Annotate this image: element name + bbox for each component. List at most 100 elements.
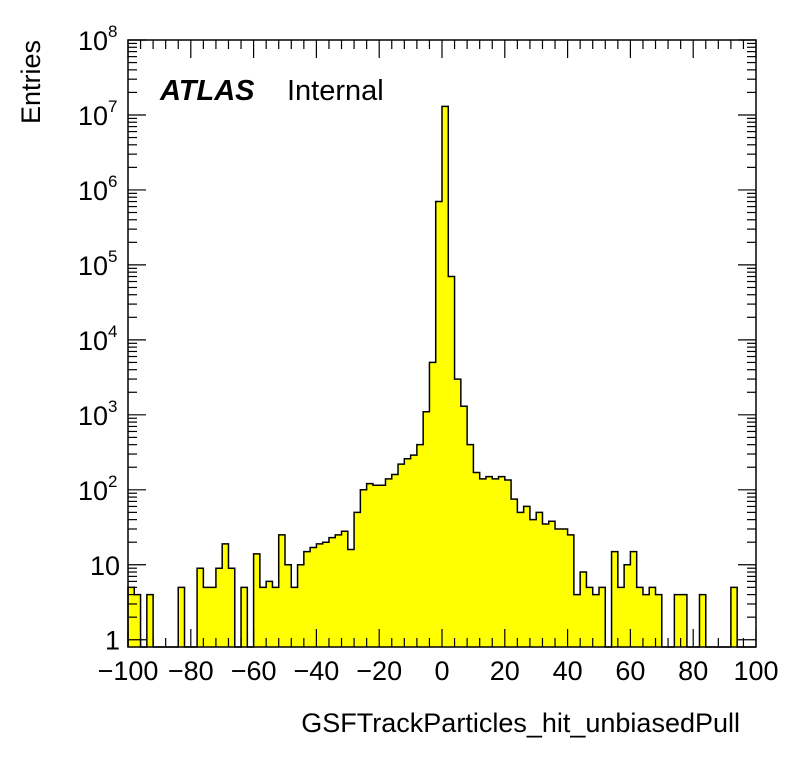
histogram-bin xyxy=(586,587,594,647)
histogram-bin xyxy=(448,276,455,647)
y-tick-label: 105 xyxy=(78,247,118,281)
histogram-bin xyxy=(372,485,380,647)
histogram-bin xyxy=(599,587,606,647)
histogram-bin xyxy=(429,362,437,647)
histogram-bin xyxy=(548,521,556,647)
x-axis-label: GSFTrackParticles_hit_unbiasedPull xyxy=(301,708,740,738)
histogram-bin xyxy=(617,587,625,647)
y-axis-label: Entries xyxy=(16,40,46,124)
histogram-bin xyxy=(636,587,644,647)
histogram-bin xyxy=(209,587,217,647)
histogram-bin xyxy=(228,568,236,647)
histogram-bin xyxy=(297,564,305,647)
histogram-bin xyxy=(391,474,399,647)
histogram-bin xyxy=(360,489,367,647)
histogram-bin xyxy=(303,551,311,647)
histogram-bin xyxy=(266,581,273,647)
histogram-bin xyxy=(555,528,562,647)
histogram-bin xyxy=(197,568,204,647)
x-tick-label: 20 xyxy=(490,656,520,686)
histogram-bin xyxy=(310,547,317,647)
histogram-bin xyxy=(624,564,631,647)
plot-frame xyxy=(127,39,757,648)
histogram-bin xyxy=(485,476,493,647)
histogram-bin xyxy=(328,537,336,647)
histogram-bin xyxy=(278,534,286,647)
histogram-bin xyxy=(442,106,449,647)
histogram-bin xyxy=(504,480,512,647)
histogram-bin xyxy=(222,543,229,647)
histogram-bin xyxy=(416,444,424,647)
histogram-bin xyxy=(642,594,650,647)
histogram-bin xyxy=(347,549,355,647)
histogram-bin xyxy=(366,483,374,647)
y-tick-label: 106 xyxy=(78,172,118,206)
histogram-bin xyxy=(291,587,298,647)
histogram-bin xyxy=(272,587,280,647)
histogram-bin xyxy=(567,534,575,647)
histogram-bin xyxy=(649,587,656,647)
histogram-bin xyxy=(479,478,487,647)
histogram-bin xyxy=(146,594,154,647)
x-tick-label: −100 xyxy=(98,656,159,686)
y-tick-label: 108 xyxy=(78,22,118,56)
histogram-bin xyxy=(134,594,141,647)
y-tick-label: 10 xyxy=(90,551,120,581)
histogram-bin xyxy=(492,478,499,647)
x-tick-label: 80 xyxy=(678,656,708,686)
histogram-bin xyxy=(253,553,261,647)
histogram-bin xyxy=(259,587,267,647)
histogram-bin xyxy=(561,528,568,647)
histogram-bin xyxy=(529,519,537,647)
internal-label: Internal xyxy=(287,75,384,107)
y-tick-label: 103 xyxy=(78,397,118,431)
histogram-bin xyxy=(404,458,411,647)
x-tick-labels: −100 −80 −60 −40 −20 0 20 40 60 80 100 xyxy=(98,656,779,686)
histogram-bin xyxy=(655,594,663,647)
histogram-bars xyxy=(128,106,738,647)
histogram-bin xyxy=(322,542,330,647)
histogram-bin xyxy=(454,379,462,647)
y-tick-labels: 1 10 102 103 104 105 106 107 108 xyxy=(78,22,120,656)
histogram-bin xyxy=(573,594,581,647)
histogram-bin xyxy=(423,411,430,647)
histogram-bin xyxy=(674,594,681,647)
histogram-bin xyxy=(580,572,587,647)
y-tick-label: 1 xyxy=(105,626,120,656)
y-tick-label: 102 xyxy=(78,472,118,506)
x-tick-label: −40 xyxy=(293,656,339,686)
histogram-bin xyxy=(203,587,210,647)
histogram-bin xyxy=(498,476,506,647)
histogram-bin xyxy=(335,534,342,647)
histogram-bin xyxy=(410,455,418,647)
histogram-bin xyxy=(592,594,600,647)
x-tick-label: 40 xyxy=(553,656,583,686)
x-tick-label: −80 xyxy=(168,656,214,686)
x-tick-label: −60 xyxy=(231,656,277,686)
histogram-bin xyxy=(523,506,531,647)
histogram-bin xyxy=(611,551,619,647)
histogram-bin xyxy=(398,464,405,647)
histogram-bin xyxy=(379,485,386,647)
histogram-bin xyxy=(467,444,474,647)
histogram-bin xyxy=(536,512,543,647)
histogram-bin xyxy=(316,543,323,647)
histogram-bin xyxy=(460,406,468,647)
histogram-bin xyxy=(730,587,738,647)
histogram-bin xyxy=(630,551,637,647)
histogram-bin xyxy=(215,568,223,647)
histogram-bin xyxy=(385,478,393,647)
x-tick-label: −20 xyxy=(356,656,402,686)
histogram-bin xyxy=(542,523,550,647)
x-tick-label: 60 xyxy=(615,656,645,686)
atlas-label: ATLAS xyxy=(159,75,255,107)
histogram-bin xyxy=(699,594,707,647)
histogram-bin xyxy=(517,512,524,647)
histogram-bin xyxy=(680,594,688,647)
histogram-bin xyxy=(473,472,480,647)
histogram-bin xyxy=(285,564,292,647)
x-tick-label: 0 xyxy=(434,656,449,686)
y-tick-label: 107 xyxy=(78,97,118,131)
axis-ticks xyxy=(127,39,757,647)
